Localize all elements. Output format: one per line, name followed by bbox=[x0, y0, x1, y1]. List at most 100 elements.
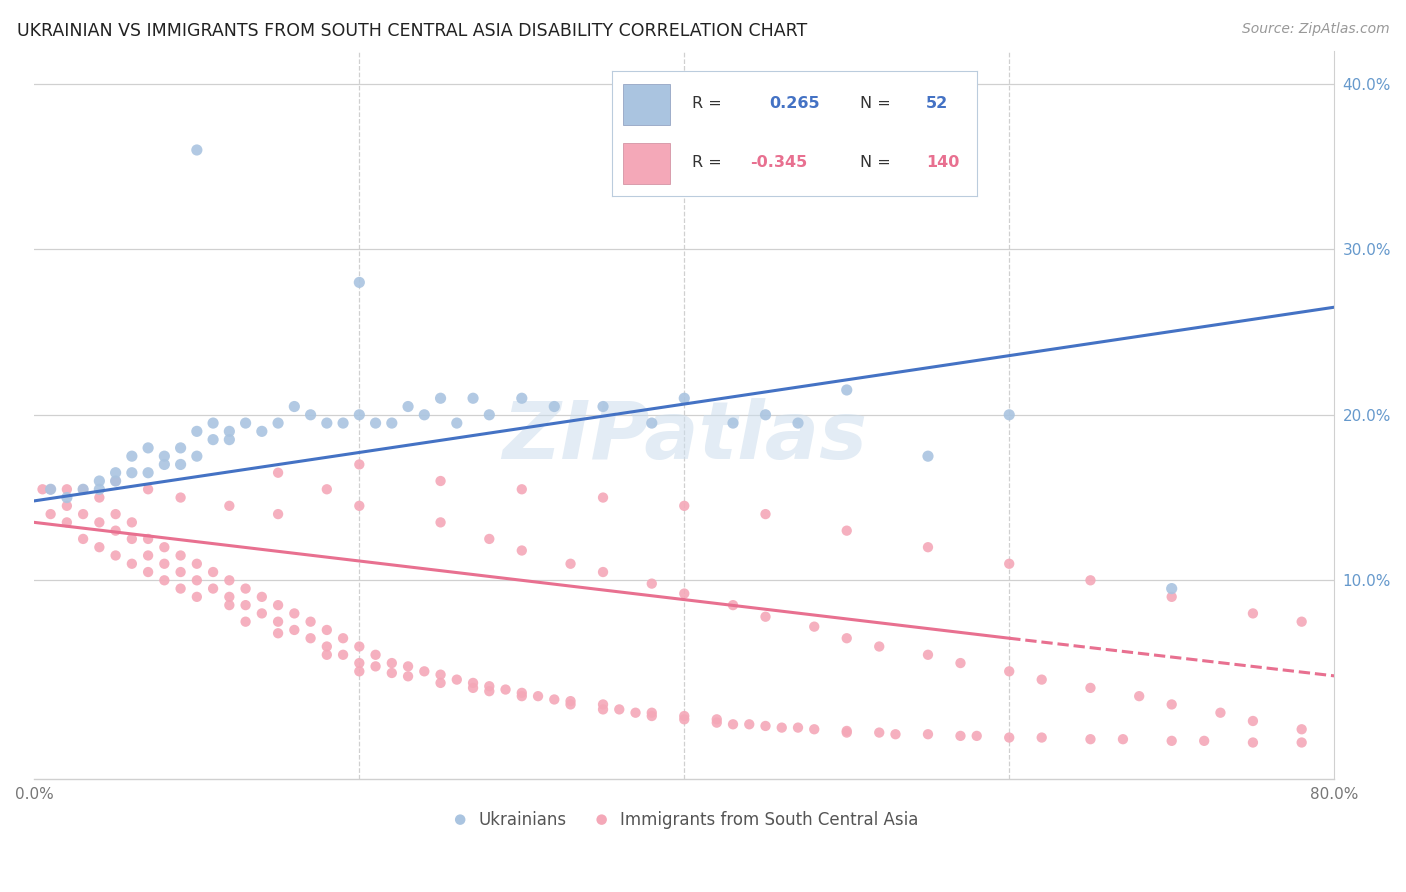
Point bbox=[267, 416, 290, 430]
Text: 140: 140 bbox=[927, 155, 959, 170]
Point bbox=[429, 391, 451, 405]
Point bbox=[267, 615, 290, 629]
Point bbox=[754, 507, 776, 521]
Point bbox=[624, 706, 647, 720]
Point bbox=[592, 491, 614, 505]
Point bbox=[89, 491, 111, 505]
Point bbox=[364, 659, 387, 673]
Point bbox=[381, 416, 404, 430]
Point bbox=[250, 607, 273, 621]
Point bbox=[949, 656, 972, 670]
Point bbox=[1160, 698, 1182, 712]
Point bbox=[235, 416, 257, 430]
Point bbox=[673, 712, 696, 726]
Point bbox=[641, 709, 664, 723]
Point bbox=[202, 582, 225, 596]
Point bbox=[560, 557, 582, 571]
FancyBboxPatch shape bbox=[623, 143, 671, 184]
Point bbox=[754, 609, 776, 624]
Point bbox=[89, 474, 111, 488]
Point bbox=[218, 425, 240, 439]
Point bbox=[998, 731, 1021, 745]
Point bbox=[136, 549, 159, 563]
Point bbox=[738, 717, 761, 731]
Point bbox=[250, 590, 273, 604]
Point bbox=[543, 400, 565, 414]
Point bbox=[267, 598, 290, 612]
Point bbox=[250, 425, 273, 439]
Point bbox=[186, 557, 208, 571]
Point bbox=[72, 507, 94, 521]
Point bbox=[136, 441, 159, 455]
Point bbox=[31, 483, 53, 497]
Point bbox=[706, 715, 728, 730]
Point bbox=[235, 582, 257, 596]
Point bbox=[461, 391, 484, 405]
Point bbox=[1128, 689, 1150, 703]
Point bbox=[787, 416, 810, 430]
Point bbox=[835, 524, 858, 538]
Point bbox=[510, 543, 533, 558]
Text: ZIPatlas: ZIPatlas bbox=[502, 398, 866, 475]
Point bbox=[186, 590, 208, 604]
Point bbox=[315, 648, 337, 662]
Point bbox=[315, 416, 337, 430]
Point bbox=[89, 483, 111, 497]
Point bbox=[153, 557, 176, 571]
Point bbox=[104, 474, 127, 488]
Point bbox=[478, 408, 501, 422]
Point bbox=[349, 499, 371, 513]
Point bbox=[1192, 734, 1215, 748]
Text: Source: ZipAtlas.com: Source: ZipAtlas.com bbox=[1241, 22, 1389, 37]
Point bbox=[186, 574, 208, 588]
Point bbox=[478, 684, 501, 698]
Point bbox=[429, 667, 451, 681]
Point bbox=[1291, 735, 1313, 749]
Point bbox=[592, 698, 614, 712]
FancyBboxPatch shape bbox=[623, 84, 671, 125]
Point bbox=[169, 549, 191, 563]
Point bbox=[136, 466, 159, 480]
Point bbox=[835, 383, 858, 397]
Point bbox=[381, 665, 404, 680]
Point bbox=[641, 576, 664, 591]
Point bbox=[949, 729, 972, 743]
Point bbox=[998, 665, 1021, 679]
Point bbox=[673, 391, 696, 405]
Point bbox=[202, 433, 225, 447]
Point bbox=[121, 449, 143, 463]
Point bbox=[413, 408, 436, 422]
Point bbox=[136, 565, 159, 579]
Point bbox=[283, 623, 305, 637]
Point bbox=[136, 483, 159, 497]
Point bbox=[461, 676, 484, 690]
Text: 52: 52 bbox=[927, 96, 948, 112]
Point bbox=[169, 491, 191, 505]
Text: R =: R = bbox=[692, 155, 721, 170]
Point bbox=[787, 721, 810, 735]
Point bbox=[1160, 734, 1182, 748]
Point bbox=[770, 721, 793, 735]
Point bbox=[267, 507, 290, 521]
Point bbox=[1209, 706, 1232, 720]
Point bbox=[1112, 732, 1135, 747]
Point bbox=[153, 574, 176, 588]
Point bbox=[332, 632, 354, 646]
Point bbox=[721, 598, 744, 612]
Point bbox=[1241, 735, 1264, 749]
Point bbox=[186, 425, 208, 439]
Point bbox=[868, 640, 890, 654]
Point bbox=[267, 466, 290, 480]
Text: N =: N = bbox=[860, 96, 891, 112]
Point bbox=[673, 499, 696, 513]
Point bbox=[1241, 607, 1264, 621]
Point bbox=[803, 723, 825, 737]
Point bbox=[592, 565, 614, 579]
Point bbox=[56, 483, 79, 497]
Point bbox=[543, 692, 565, 706]
Point bbox=[1291, 615, 1313, 629]
Point bbox=[39, 483, 62, 497]
Point bbox=[510, 391, 533, 405]
Point bbox=[478, 679, 501, 693]
Point bbox=[72, 483, 94, 497]
